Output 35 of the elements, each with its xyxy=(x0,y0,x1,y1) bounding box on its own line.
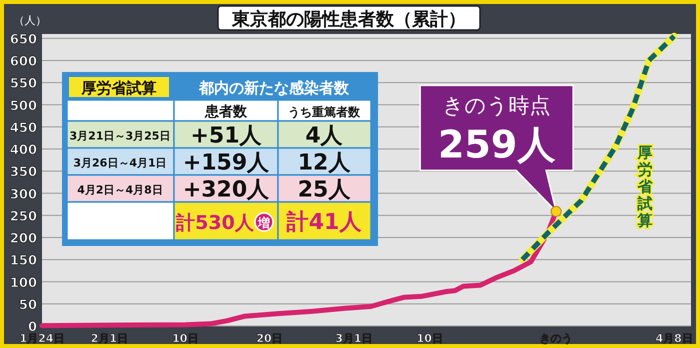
annotation: 厚労省試算 xyxy=(80,79,156,97)
y-tick-label: 0 xyxy=(28,320,37,335)
annotation: +320人 xyxy=(182,178,270,202)
y-tick-label: 450 xyxy=(10,120,37,136)
y-tick-label: 200 xyxy=(10,232,37,247)
annotation: +159人 xyxy=(182,150,270,176)
annotation: きのう時点 xyxy=(442,93,551,118)
annotation: +51人 xyxy=(190,124,263,148)
y-tick-label: 350 xyxy=(10,165,37,180)
annotation: 25人 xyxy=(298,178,352,202)
y-tick-label: 500 xyxy=(10,98,37,114)
y-axis-title: （人） xyxy=(14,14,46,27)
annotation: 12人 xyxy=(298,150,352,176)
annotation: 計530人 xyxy=(175,212,255,234)
annotation: 3月26日～4月1日 xyxy=(73,156,167,170)
annotation: 都内の新たな感染者数 xyxy=(198,79,350,97)
annotation: うち重篤者数 xyxy=(288,105,361,119)
annotation: 4人 xyxy=(305,124,344,148)
annotation: 計41人 xyxy=(286,210,362,235)
annotation: 増 xyxy=(257,216,270,230)
y-tick-label: 150 xyxy=(10,254,37,269)
annotation: 3月21日～3月25日 xyxy=(70,130,170,142)
y-tick-label: 100 xyxy=(10,276,37,291)
annotation: 259人 xyxy=(438,122,556,166)
y-tick-label: 50 xyxy=(18,298,37,313)
y-tick-label: 550 xyxy=(10,76,37,92)
y-tick-label: 650 xyxy=(10,32,37,48)
y-tick-label: 400 xyxy=(10,143,37,158)
chart-title: 東京都の陽性患者数（累計） xyxy=(231,9,466,30)
annotation: 患者数 xyxy=(204,104,248,120)
annotation: 4月2日～4月8日 xyxy=(77,184,163,196)
series-label: 厚労省試算 xyxy=(636,143,654,230)
y-tick-label: 250 xyxy=(10,209,37,224)
y-tick-label: 300 xyxy=(10,187,37,202)
y-tick-label: 600 xyxy=(10,54,37,70)
